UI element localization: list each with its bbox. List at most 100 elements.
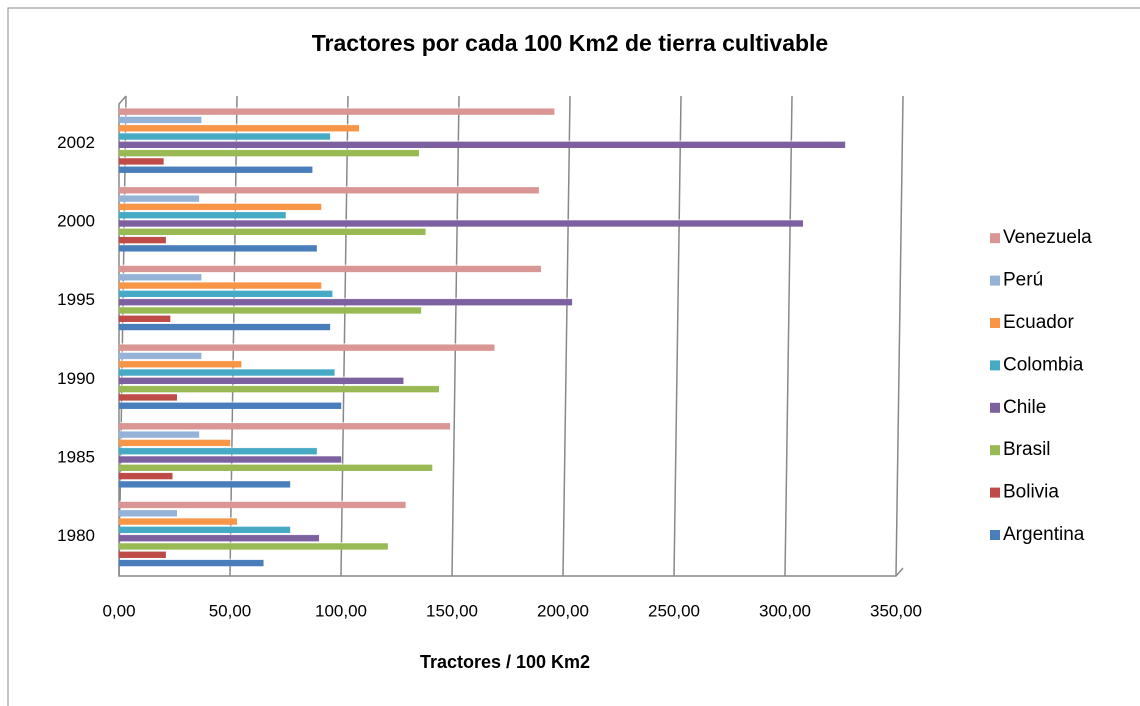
legend-label: Argentina [1003, 524, 1085, 545]
legend-label: Perú [1003, 270, 1043, 291]
bar-top [120, 185, 540, 188]
bar [118, 352, 202, 360]
bar-top [120, 148, 420, 151]
bar [118, 377, 404, 385]
bar-top [120, 210, 287, 213]
bar [118, 273, 202, 281]
bar-top [120, 438, 231, 440]
bar-top [120, 297, 573, 300]
bar-top [120, 156, 165, 159]
bar-top [120, 131, 331, 134]
bar [118, 141, 846, 149]
bar [118, 228, 426, 235]
bar [118, 166, 313, 173]
bar [118, 211, 286, 219]
bar-top [120, 392, 178, 395]
bar-top [120, 479, 291, 482]
grid-line [451, 95, 460, 577]
bar-top [120, 123, 360, 126]
legend-swatch [990, 530, 1000, 540]
bar-top [120, 272, 203, 275]
x-tick-label: 150,00 [426, 601, 478, 620]
bar-top [120, 508, 178, 511]
y-tick-label: 2000 [57, 211, 95, 230]
grid-line [673, 95, 682, 577]
bar [118, 534, 320, 542]
bar-top [120, 454, 342, 457]
bar [118, 360, 242, 368]
legend-label: Bolivia [1003, 482, 1059, 503]
bar-top [120, 367, 336, 370]
bar [118, 344, 495, 351]
legend-swatch [990, 318, 1000, 328]
legend-swatch [990, 445, 1000, 456]
bar [118, 422, 451, 430]
bar [118, 481, 291, 488]
bar-top [120, 359, 243, 362]
bar-top [120, 115, 203, 117]
bar-top [120, 463, 434, 465]
grid-line [340, 95, 349, 577]
y-tick-label: 1980 [57, 526, 95, 545]
bar [118, 149, 419, 157]
chart-title: Tractores por cada 100 Km2 de tierra cul… [312, 30, 828, 56]
bar-top [120, 281, 323, 283]
bar [118, 431, 200, 438]
bar [118, 551, 166, 558]
grid-line [229, 95, 238, 577]
bar-top [120, 517, 238, 519]
legend-label: Chile [1003, 397, 1046, 418]
bar [118, 518, 237, 525]
bar-top [120, 322, 331, 324]
bar [118, 501, 406, 509]
bar [118, 290, 333, 298]
bar [118, 543, 388, 550]
bar [118, 195, 200, 202]
bar-top [120, 343, 496, 345]
bar-top [120, 401, 342, 403]
bar-top [120, 194, 200, 196]
bar [118, 559, 264, 567]
bar [118, 526, 291, 534]
grid-line [895, 95, 904, 577]
bar-top [120, 376, 405, 378]
bar-top [120, 289, 334, 291]
bar [118, 220, 804, 227]
bar-top [120, 525, 291, 527]
bar [118, 464, 433, 471]
bar-top [120, 430, 200, 432]
bar-top [120, 107, 556, 109]
bar-top [120, 550, 167, 552]
bar-top [120, 165, 314, 167]
y-tick-label: 1990 [57, 369, 95, 388]
y-tick-label: 1995 [57, 290, 95, 309]
bar-top [120, 243, 318, 246]
bar [118, 245, 317, 252]
grid-line [118, 95, 127, 577]
bar [118, 298, 573, 306]
bar-top [120, 421, 451, 424]
bar [118, 307, 422, 314]
bar-top [120, 500, 407, 502]
bar [118, 158, 164, 165]
x-tick-label: 200,00 [537, 601, 589, 620]
bar [118, 323, 331, 331]
bar [118, 394, 177, 401]
bar [118, 456, 342, 463]
bar-top [120, 471, 174, 474]
bar-top [120, 541, 389, 544]
grid-line [784, 95, 793, 577]
y-tick-label: 2002 [57, 133, 95, 152]
bar-top [120, 446, 318, 449]
bar [118, 315, 171, 322]
bar [118, 186, 539, 194]
bar-top [120, 264, 542, 266]
bar-top [120, 351, 203, 353]
bar [118, 236, 166, 244]
grid-line [562, 95, 571, 577]
bar [118, 282, 322, 289]
x-tick-label: 350,00 [870, 601, 922, 620]
bar-top [120, 227, 427, 229]
bar-top [120, 305, 422, 308]
legend-label: Ecuador [1003, 312, 1074, 333]
